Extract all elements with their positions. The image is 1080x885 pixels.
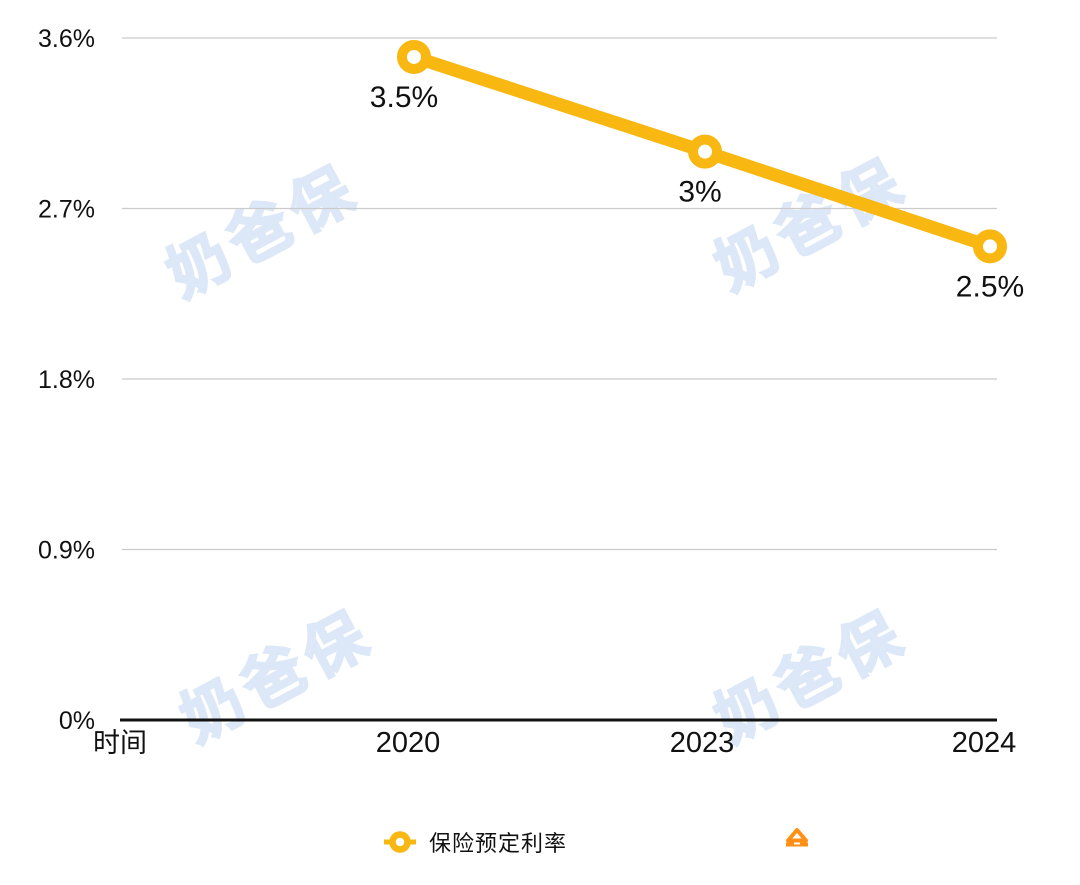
y-axis-tick-label: 0% <box>59 707 95 735</box>
y-axis-tick-label: 3.6% <box>38 25 95 53</box>
y-axis-tick-label: 1.8% <box>38 366 95 394</box>
legend-item-label: 保险预定利率 <box>429 831 568 856</box>
y-axis-tick-label: 0.9% <box>38 537 95 565</box>
x-axis-title: 时间 <box>93 728 147 758</box>
legend-circle-line-marker <box>384 831 416 853</box>
data-point-label: 2.5% <box>956 270 1024 303</box>
data-point-marker <box>688 134 722 169</box>
legend-item-extra <box>786 828 820 848</box>
data-point-marker <box>397 39 431 74</box>
x-axis-tick-label: 2024 <box>952 727 1017 759</box>
x-axis-tick-label: 2023 <box>670 727 735 759</box>
legend-triangle-marker <box>786 828 808 847</box>
legend: 保险预定利率 <box>0 818 1080 868</box>
y-axis-tick-label: 2.7% <box>38 196 95 224</box>
line-chart: 3.6% 2.7% 1.8% 0.9% 0%时间 2020 2023 2024 3.5% 3% 2.… <box>38 25 1024 759</box>
x-axis-tick-label: 2020 <box>376 727 441 759</box>
data-point-marker <box>973 229 1007 264</box>
data-point-label: 3.5% <box>370 81 438 114</box>
legend-item-series: 保险预定利率 <box>383 826 567 858</box>
data-point-label: 3% <box>678 176 721 209</box>
